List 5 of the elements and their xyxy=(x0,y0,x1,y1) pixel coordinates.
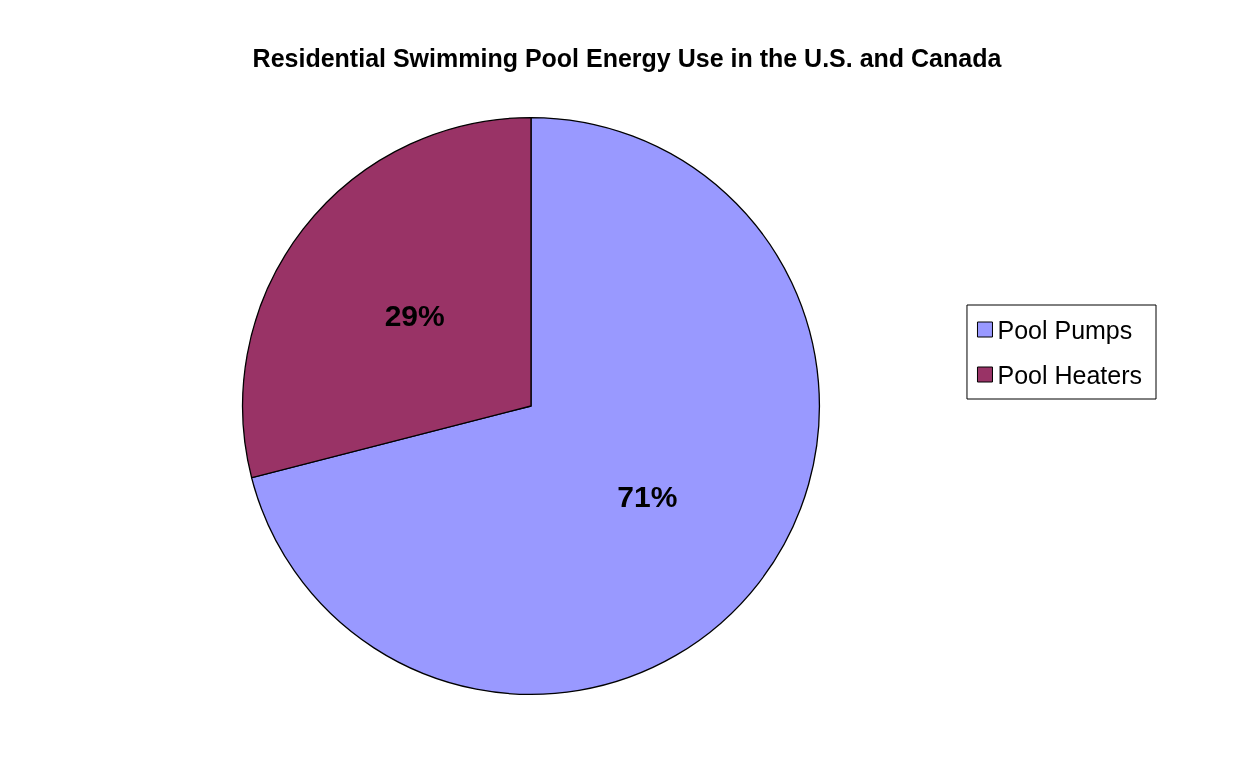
data-label: 71% xyxy=(617,479,678,513)
legend-label: Pool Pumps xyxy=(997,315,1133,344)
chart-title: Residential Swimming Pool Energy Use in the U.S. and Canada xyxy=(252,43,1003,72)
data-label: 29% xyxy=(384,299,445,333)
legend-label: Pool Heaters xyxy=(997,360,1143,389)
